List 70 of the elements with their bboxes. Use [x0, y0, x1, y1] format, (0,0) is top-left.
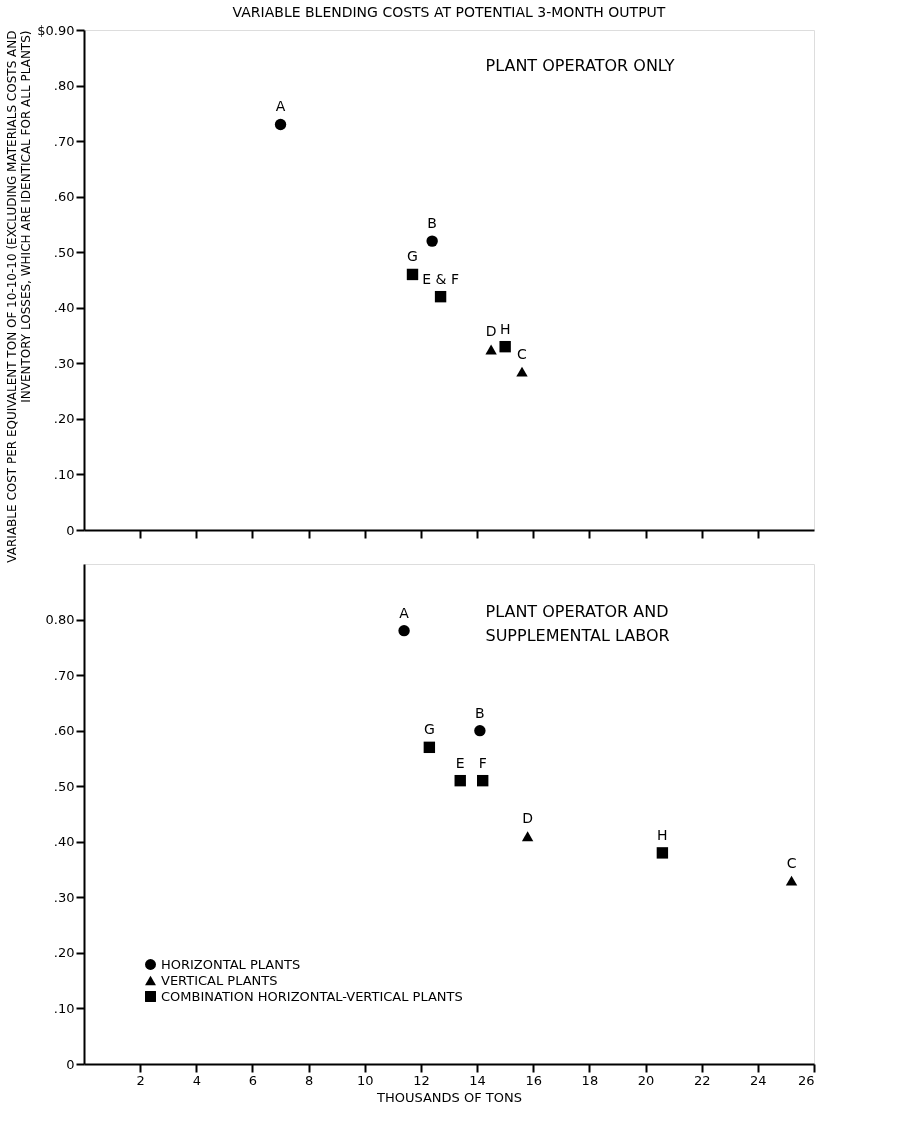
- legend-label: COMBINATION HORIZONTAL-VERTICAL PLANTS: [161, 988, 463, 1004]
- point: [454, 774, 466, 787]
- point: [499, 340, 511, 353]
- x-tick-label: 24: [750, 1072, 767, 1088]
- point: [423, 741, 436, 754]
- annotation: C: [517, 345, 528, 362]
- x-tick-label: 8: [304, 1072, 314, 1088]
- point: [785, 875, 798, 886]
- annotation: H: [499, 320, 511, 337]
- legend-label: VERTICAL PLANTS: [161, 972, 278, 988]
- y-tick-label: .60: [53, 723, 75, 739]
- y-tick-label: .10: [53, 1000, 75, 1016]
- text: PLANT OPERATOR AND SUPPLEMENTAL LABOR: [485, 602, 670, 645]
- annotation: H: [657, 826, 668, 843]
- point: [516, 366, 528, 377]
- y-tick-label: .50: [53, 778, 75, 794]
- annotation: D: [522, 810, 534, 827]
- y-tick-label: .30: [53, 355, 75, 371]
- point: [485, 344, 497, 355]
- annotation: B: [427, 215, 437, 232]
- point: [406, 268, 419, 281]
- legend-label: HORIZONTAL PLANTS: [161, 956, 301, 972]
- point: [476, 774, 489, 787]
- x-tick-label: 12: [413, 1072, 430, 1088]
- annotation: E & F: [422, 270, 459, 287]
- annotation: B: [475, 704, 485, 721]
- point: [426, 235, 438, 247]
- point: [474, 724, 486, 737]
- y-tick-label: .70: [53, 133, 75, 149]
- annotation: A: [275, 98, 286, 115]
- x-tick-label: 22: [693, 1072, 711, 1088]
- y-tick-label: .20: [53, 411, 75, 427]
- x-tick-label: 14: [469, 1072, 486, 1088]
- annotation: C: [786, 854, 797, 871]
- annotation: E: [455, 754, 465, 771]
- point: [434, 290, 447, 303]
- annotation: F: [478, 754, 487, 771]
- annotation: D: [485, 323, 497, 340]
- y-tick-label: .70: [53, 667, 75, 683]
- annotation: A: [399, 604, 410, 621]
- y-tick-label: $0.90: [37, 22, 75, 38]
- y-tick-label: 0: [66, 522, 75, 538]
- x-tick-label: 10: [357, 1072, 374, 1088]
- x-tick-label: 6: [248, 1072, 258, 1088]
- y-tick-label: .30: [53, 889, 75, 905]
- text: PLANT OPERATOR ONLY: [485, 56, 675, 75]
- point: [521, 831, 534, 842]
- x-tick-label: 20: [637, 1072, 655, 1088]
- annotation: G: [423, 721, 435, 738]
- x-tick-label: 26: [797, 1072, 815, 1088]
- annotation: G: [407, 248, 418, 265]
- point: [656, 847, 669, 859]
- point: [398, 624, 410, 637]
- y-tick-label: .50: [53, 244, 75, 260]
- y-tick-label: 0: [66, 1056, 75, 1072]
- y-tick-label: .60: [53, 189, 75, 205]
- y-tick-label: 0.80: [45, 612, 75, 628]
- chart-title: VARIABLE BLENDING COSTS AT POTENTIAL 3-MONTH OUTPUT: [232, 4, 666, 20]
- y-tick-label: .40: [53, 300, 75, 316]
- x-tick-label: 16: [525, 1072, 542, 1088]
- y-tick-label: .20: [53, 945, 75, 961]
- y-tick-label: .80: [53, 78, 75, 94]
- point: [274, 118, 287, 131]
- y-axis-title: VARIABLE COST PER EQUIVALENT TON OF 10-10-10 (EXCLUDING MATERIALS COSTS AND INVENTORY LOSSES, WHICH ARE IDENTICAL FOR ALL PLANTS): [5, 30, 34, 563]
- x-tick-label: 18: [581, 1072, 599, 1088]
- x-axis-title: THOUSANDS OF TONS: [376, 1089, 522, 1105]
- y-tick-label: .40: [53, 834, 75, 850]
- x-tick-label: 2: [136, 1072, 145, 1088]
- y-tick-label: .10: [53, 466, 75, 482]
- x-tick-label: 4: [192, 1072, 201, 1088]
